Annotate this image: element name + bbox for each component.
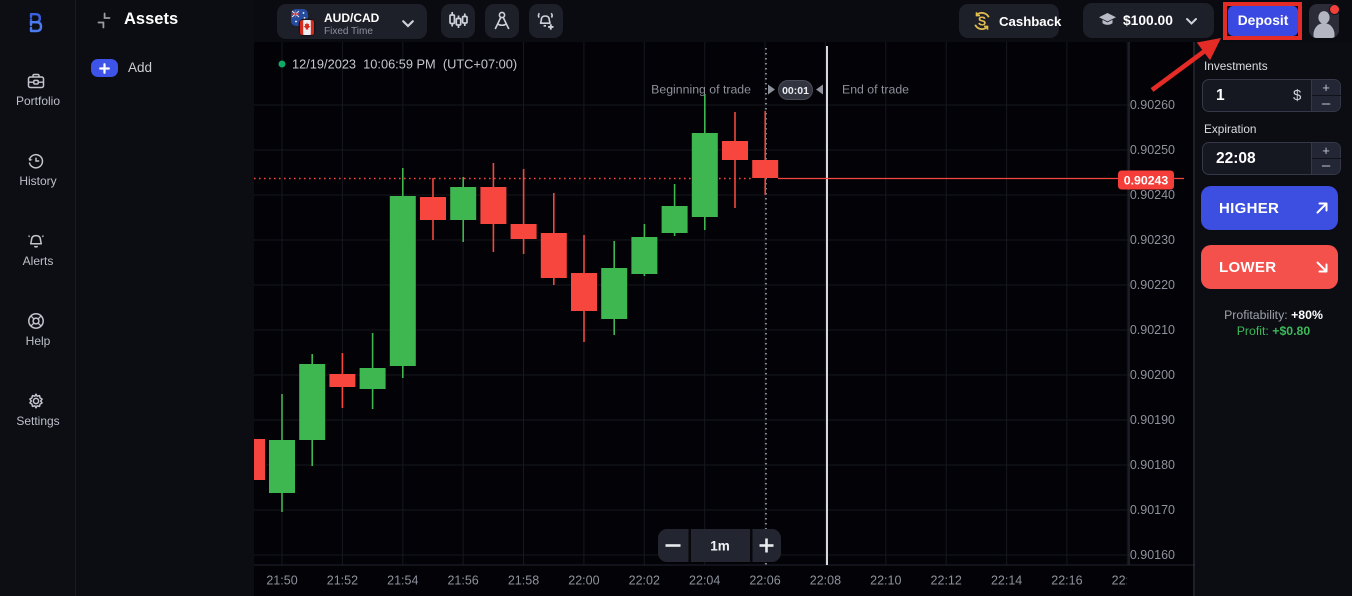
svg-text:22:10: 22:10 [870,574,901,588]
svg-text:22:02: 22:02 [629,574,660,588]
svg-text:12/19/2023 10:06:59 PM (UTC+: 12/19/2023 10:06:59 PM (UTC+07:00) [292,57,517,72]
svg-text:22:12: 22:12 [931,574,962,588]
svg-text:0.90170: 0.90170 [1130,503,1175,517]
svg-text:Beginning of trade: Beginning of trade [651,83,751,97]
svg-text:22:14: 22:14 [991,574,1022,588]
svg-text:0.90210: 0.90210 [1130,323,1175,337]
svg-text:22:04: 22:04 [689,574,720,588]
svg-text:22:06: 22:06 [749,574,780,588]
svg-text:0.90160: 0.90160 [1130,548,1175,562]
svg-text:0.90190: 0.90190 [1130,413,1175,427]
svg-text:0.90240: 0.90240 [1130,188,1175,202]
svg-text:S: S [978,14,986,28]
svg-text:22:18: 22:18 [1112,574,1143,588]
svg-text:22:08: 22:08 [810,574,841,588]
svg-text:0.90250: 0.90250 [1130,143,1175,157]
svg-text:22:00: 22:00 [568,574,599,588]
svg-text:0.90243: 0.90243 [1124,174,1169,188]
svg-text:21:56: 21:56 [447,574,478,588]
svg-text:21:54: 21:54 [387,574,418,588]
svg-text:1m: 1m [710,539,730,554]
svg-text:0.90200: 0.90200 [1130,368,1175,382]
svg-text:0.90260: 0.90260 [1130,98,1175,112]
svg-text:21:52: 21:52 [327,574,358,588]
svg-text:End of trade: End of trade [842,83,909,97]
svg-text:22:16: 22:16 [1051,574,1082,588]
svg-text:0.90180: 0.90180 [1130,458,1175,472]
svg-text:21:50: 21:50 [266,574,297,588]
svg-text:0.90230: 0.90230 [1130,233,1175,247]
svg-text:00:01: 00:01 [782,85,809,97]
svg-text:21:58: 21:58 [508,574,539,588]
svg-text:0.90220: 0.90220 [1130,278,1175,292]
